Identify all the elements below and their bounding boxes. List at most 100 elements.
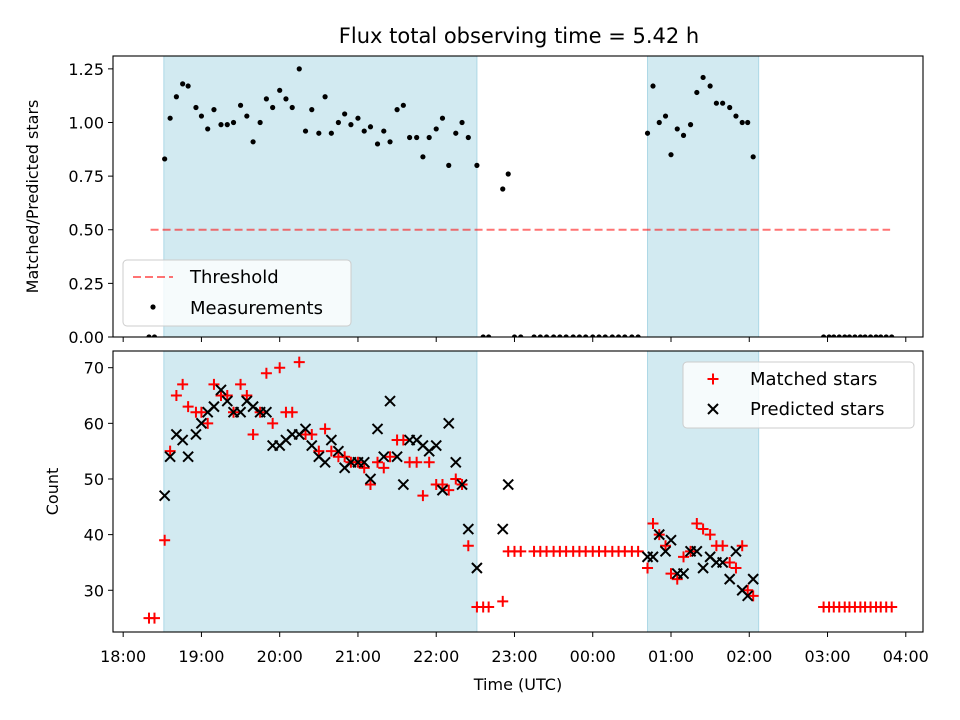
matched-star-point	[730, 562, 742, 574]
predicted-star-point	[747, 573, 759, 585]
matched-star-point	[384, 451, 396, 463]
matched-star-point	[364, 479, 376, 491]
predicted-star-point	[659, 545, 672, 558]
measurement-point	[151, 334, 158, 337]
legend-box	[682, 361, 915, 429]
measurement-point	[237, 102, 244, 108]
predicted-star-point	[730, 545, 742, 558]
predicted-star-point	[665, 534, 677, 546]
measurement-point	[185, 83, 191, 89]
measurement-point	[361, 128, 367, 134]
matched-star-point	[704, 529, 716, 541]
measurement-point	[474, 162, 480, 168]
measurement-point	[277, 87, 283, 93]
matched-star-point	[182, 401, 194, 413]
predicted-star-point	[443, 417, 455, 430]
matched-star-point	[417, 490, 429, 502]
predicted-star-point	[358, 456, 370, 468]
predicted-star-point	[497, 523, 509, 535]
legend: Matched stars Predicted stars	[682, 361, 915, 429]
predicted-star-point	[247, 400, 259, 413]
y-axis-label: Matched/Predicted stars	[23, 100, 42, 294]
predicted-star-point	[397, 478, 410, 491]
measurement-point	[635, 334, 641, 337]
measurement-point	[218, 122, 224, 128]
matched-star-point	[411, 456, 423, 468]
x-axis-label: Time (UTC)	[473, 675, 562, 694]
legend-measurement-swatch	[150, 304, 156, 310]
predicted-star-point	[436, 484, 449, 496]
legend-label: Predicted stars	[750, 399, 884, 420]
matched-star-point	[423, 456, 435, 468]
measurement-point	[355, 115, 361, 121]
measurement-point	[465, 134, 471, 141]
matched-star-point	[325, 445, 337, 457]
measurement-point	[668, 152, 674, 158]
predicted-star-point	[158, 489, 171, 502]
predicted-star-point	[653, 528, 665, 541]
legend-label: Matched stars	[750, 369, 877, 390]
predicted-star-point	[176, 434, 189, 446]
predicted-star-point	[502, 478, 514, 491]
measurement-point	[842, 334, 848, 337]
measurement-point	[230, 119, 237, 126]
predicted-star-point	[332, 445, 345, 457]
measurement-point	[426, 134, 432, 141]
measurement-point	[609, 334, 615, 337]
measurement-point	[700, 74, 706, 81]
predicted-star-point	[190, 428, 202, 441]
measurement-point	[420, 154, 426, 160]
measurement-point	[707, 83, 713, 89]
measurement-point	[557, 334, 563, 337]
legend-predicted-swatch	[707, 403, 719, 415]
predicted-star-point	[391, 451, 403, 463]
measurement-point	[674, 126, 680, 132]
matched-star-point	[678, 551, 690, 563]
legend-box	[122, 259, 352, 327]
matched-star-point	[260, 367, 272, 379]
measurement-point	[720, 100, 726, 106]
measurement-point	[656, 119, 662, 126]
matched-star-point	[306, 428, 318, 440]
measurement-point	[889, 334, 895, 337]
measurement-point	[257, 119, 263, 126]
predicted-star-point	[299, 423, 312, 435]
y-tick-label: 1.00	[68, 113, 104, 132]
measurement-point	[852, 334, 858, 337]
predicted-star-point	[462, 523, 475, 535]
predicted-star-point	[384, 395, 396, 407]
measurement-point	[862, 334, 868, 337]
matched-star-point	[241, 390, 253, 402]
matched-star-point	[148, 612, 160, 624]
measurement-point	[480, 334, 486, 337]
predicted-star-point	[319, 456, 331, 468]
measurement-point	[821, 334, 827, 337]
predicted-star-point	[221, 395, 233, 407]
measurement-point	[576, 334, 583, 337]
measurement-point	[629, 334, 635, 337]
y-tick-label: 70	[84, 359, 104, 378]
x-tick-label: 20:00	[257, 647, 303, 666]
y-tick-label: 0.50	[68, 221, 104, 240]
matched-star-point	[450, 473, 462, 485]
measurement-point	[537, 334, 543, 337]
measurement-point	[551, 334, 557, 337]
matched-star-point	[397, 434, 409, 446]
measurement-point	[224, 122, 230, 128]
top-panel: 0.00 0.25 0.50 0.75 1.00 1.25 Matched/Predicte…	[23, 55, 924, 347]
measurement-point	[622, 334, 628, 337]
matched-star-point	[195, 406, 207, 418]
measurement-point	[270, 104, 276, 111]
predicted-star-point	[371, 423, 384, 435]
measurement-point	[198, 113, 205, 119]
measurement-point	[374, 141, 381, 147]
measurement-point	[650, 83, 656, 89]
matched-star-point	[671, 573, 683, 585]
measurement-point	[193, 104, 199, 111]
measurement-point	[387, 139, 393, 145]
matched-star-point	[372, 456, 384, 468]
matched-star-point	[642, 562, 654, 574]
predicted-star-point	[471, 562, 483, 574]
measurement-point	[857, 334, 863, 337]
measurement-point	[750, 154, 756, 160]
